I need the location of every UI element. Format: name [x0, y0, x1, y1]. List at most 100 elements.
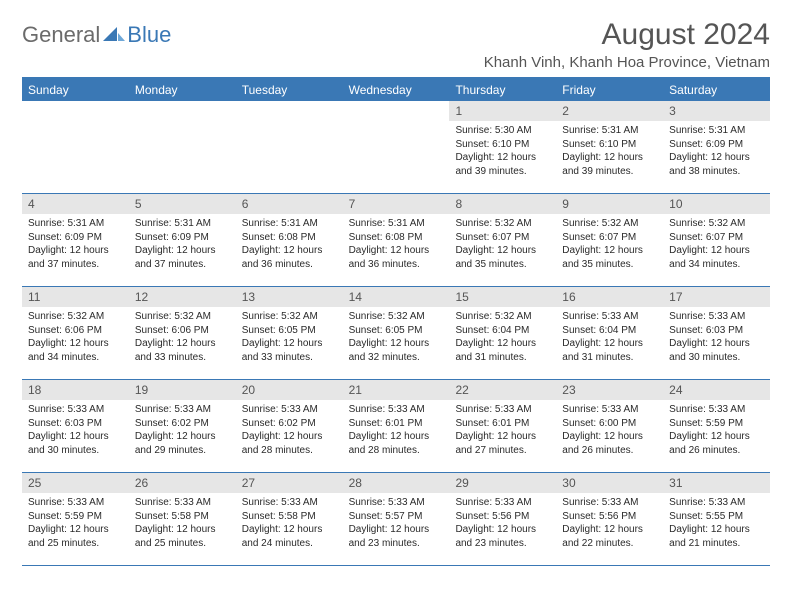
calendar-row: 4Sunrise: 5:31 AMSunset: 6:09 PMDaylight…	[22, 194, 770, 287]
sunset-text: Sunset: 6:10 PM	[455, 138, 550, 152]
sunrise-text: Sunrise: 5:33 AM	[135, 403, 230, 417]
calendar-cell: 28Sunrise: 5:33 AMSunset: 5:57 PMDayligh…	[343, 473, 450, 565]
dl2-text: and 24 minutes.	[242, 537, 337, 551]
sunset-text: Sunset: 6:09 PM	[669, 138, 764, 152]
day-details: Sunrise: 5:33 AMSunset: 5:58 PMDaylight:…	[129, 493, 236, 554]
day-number: 18	[22, 380, 129, 400]
month-title: August 2024	[484, 18, 770, 52]
sunset-text: Sunset: 6:05 PM	[242, 324, 337, 338]
sunrise-text: Sunrise: 5:33 AM	[28, 403, 123, 417]
calendar-cell: 26Sunrise: 5:33 AMSunset: 5:58 PMDayligh…	[129, 473, 236, 565]
day-number: 25	[22, 473, 129, 493]
dl2-text: and 37 minutes.	[135, 258, 230, 272]
dl2-text: and 34 minutes.	[28, 351, 123, 365]
day-details: Sunrise: 5:30 AMSunset: 6:10 PMDaylight:…	[449, 121, 556, 182]
day-details: Sunrise: 5:32 AMSunset: 6:07 PMDaylight:…	[449, 214, 556, 275]
dl1-text: Daylight: 12 hours	[28, 244, 123, 258]
day-header: Monday	[129, 79, 236, 101]
dl1-text: Daylight: 12 hours	[455, 430, 550, 444]
dl1-text: Daylight: 12 hours	[28, 523, 123, 537]
calendar-cell: 31Sunrise: 5:33 AMSunset: 5:55 PMDayligh…	[663, 473, 770, 565]
day-number: 22	[449, 380, 556, 400]
calendar-cell: 6Sunrise: 5:31 AMSunset: 6:08 PMDaylight…	[236, 194, 343, 286]
sunset-text: Sunset: 6:08 PM	[349, 231, 444, 245]
day-number: 10	[663, 194, 770, 214]
day-details: Sunrise: 5:33 AMSunset: 5:59 PMDaylight:…	[663, 400, 770, 461]
day-number: 13	[236, 287, 343, 307]
sunrise-text: Sunrise: 5:32 AM	[455, 310, 550, 324]
day-number: 27	[236, 473, 343, 493]
dl1-text: Daylight: 12 hours	[28, 430, 123, 444]
sunrise-text: Sunrise: 5:32 AM	[669, 217, 764, 231]
day-number: 29	[449, 473, 556, 493]
sunset-text: Sunset: 6:02 PM	[135, 417, 230, 431]
location: Khanh Vinh, Khanh Hoa Province, Vietnam	[484, 54, 770, 71]
dl1-text: Daylight: 12 hours	[135, 430, 230, 444]
sunrise-text: Sunrise: 5:31 AM	[135, 217, 230, 231]
dl2-text: and 21 minutes.	[669, 537, 764, 551]
day-details: Sunrise: 5:32 AMSunset: 6:04 PMDaylight:…	[449, 307, 556, 368]
sunset-text: Sunset: 6:09 PM	[28, 231, 123, 245]
dl2-text: and 31 minutes.	[562, 351, 657, 365]
sunset-text: Sunset: 5:56 PM	[562, 510, 657, 524]
sunset-text: Sunset: 6:04 PM	[455, 324, 550, 338]
day-details: Sunrise: 5:33 AMSunset: 6:04 PMDaylight:…	[556, 307, 663, 368]
day-number: 1	[449, 101, 556, 121]
dl2-text: and 26 minutes.	[669, 444, 764, 458]
day-number: 20	[236, 380, 343, 400]
day-number: 5	[129, 194, 236, 214]
sunset-text: Sunset: 5:59 PM	[669, 417, 764, 431]
day-details: Sunrise: 5:33 AMSunset: 6:01 PMDaylight:…	[449, 400, 556, 461]
sunset-text: Sunset: 6:02 PM	[242, 417, 337, 431]
day-number: 8	[449, 194, 556, 214]
calendar-cell: 5Sunrise: 5:31 AMSunset: 6:09 PMDaylight…	[129, 194, 236, 286]
day-number: 19	[129, 380, 236, 400]
calendar-cell: 4Sunrise: 5:31 AMSunset: 6:09 PMDaylight…	[22, 194, 129, 286]
calendar-cell: 7Sunrise: 5:31 AMSunset: 6:08 PMDaylight…	[343, 194, 450, 286]
dl1-text: Daylight: 12 hours	[135, 337, 230, 351]
logo-sail-icon	[103, 27, 125, 43]
dl1-text: Daylight: 12 hours	[669, 337, 764, 351]
sunrise-text: Sunrise: 5:32 AM	[135, 310, 230, 324]
calendar-cell: 12Sunrise: 5:32 AMSunset: 6:06 PMDayligh…	[129, 287, 236, 379]
sunset-text: Sunset: 6:08 PM	[242, 231, 337, 245]
calendar-row: 1Sunrise: 5:30 AMSunset: 6:10 PMDaylight…	[22, 101, 770, 194]
sunrise-text: Sunrise: 5:32 AM	[349, 310, 444, 324]
day-number: 24	[663, 380, 770, 400]
calendar-header-row: Sunday Monday Tuesday Wednesday Thursday…	[22, 77, 770, 101]
logo-text-1: General	[22, 22, 100, 48]
sunset-text: Sunset: 6:07 PM	[562, 231, 657, 245]
dl1-text: Daylight: 12 hours	[669, 151, 764, 165]
dl1-text: Daylight: 12 hours	[562, 337, 657, 351]
sunset-text: Sunset: 5:56 PM	[455, 510, 550, 524]
sunrise-text: Sunrise: 5:33 AM	[669, 310, 764, 324]
title-block: August 2024 Khanh Vinh, Khanh Hoa Provin…	[484, 18, 770, 71]
sunset-text: Sunset: 6:00 PM	[562, 417, 657, 431]
day-number: 23	[556, 380, 663, 400]
day-details: Sunrise: 5:33 AMSunset: 5:57 PMDaylight:…	[343, 493, 450, 554]
day-number: 21	[343, 380, 450, 400]
day-details: Sunrise: 5:33 AMSunset: 5:56 PMDaylight:…	[556, 493, 663, 554]
dl1-text: Daylight: 12 hours	[455, 151, 550, 165]
dl2-text: and 30 minutes.	[28, 444, 123, 458]
day-number: 17	[663, 287, 770, 307]
calendar-cell: 29Sunrise: 5:33 AMSunset: 5:56 PMDayligh…	[449, 473, 556, 565]
dl1-text: Daylight: 12 hours	[455, 244, 550, 258]
calendar-cell: 13Sunrise: 5:32 AMSunset: 6:05 PMDayligh…	[236, 287, 343, 379]
day-details: Sunrise: 5:32 AMSunset: 6:06 PMDaylight:…	[129, 307, 236, 368]
sunrise-text: Sunrise: 5:33 AM	[455, 496, 550, 510]
day-details: Sunrise: 5:33 AMSunset: 6:03 PMDaylight:…	[22, 400, 129, 461]
dl2-text: and 33 minutes.	[242, 351, 337, 365]
calendar-cell	[22, 101, 129, 193]
calendar-row: 25Sunrise: 5:33 AMSunset: 5:59 PMDayligh…	[22, 473, 770, 566]
calendar-cell	[343, 101, 450, 193]
calendar-cell	[129, 101, 236, 193]
dl1-text: Daylight: 12 hours	[669, 523, 764, 537]
calendar-cell	[236, 101, 343, 193]
dl1-text: Daylight: 12 hours	[669, 244, 764, 258]
day-details: Sunrise: 5:32 AMSunset: 6:07 PMDaylight:…	[556, 214, 663, 275]
dl1-text: Daylight: 12 hours	[562, 151, 657, 165]
day-details: Sunrise: 5:33 AMSunset: 6:01 PMDaylight:…	[343, 400, 450, 461]
day-details: Sunrise: 5:33 AMSunset: 6:02 PMDaylight:…	[236, 400, 343, 461]
day-details: Sunrise: 5:32 AMSunset: 6:05 PMDaylight:…	[236, 307, 343, 368]
